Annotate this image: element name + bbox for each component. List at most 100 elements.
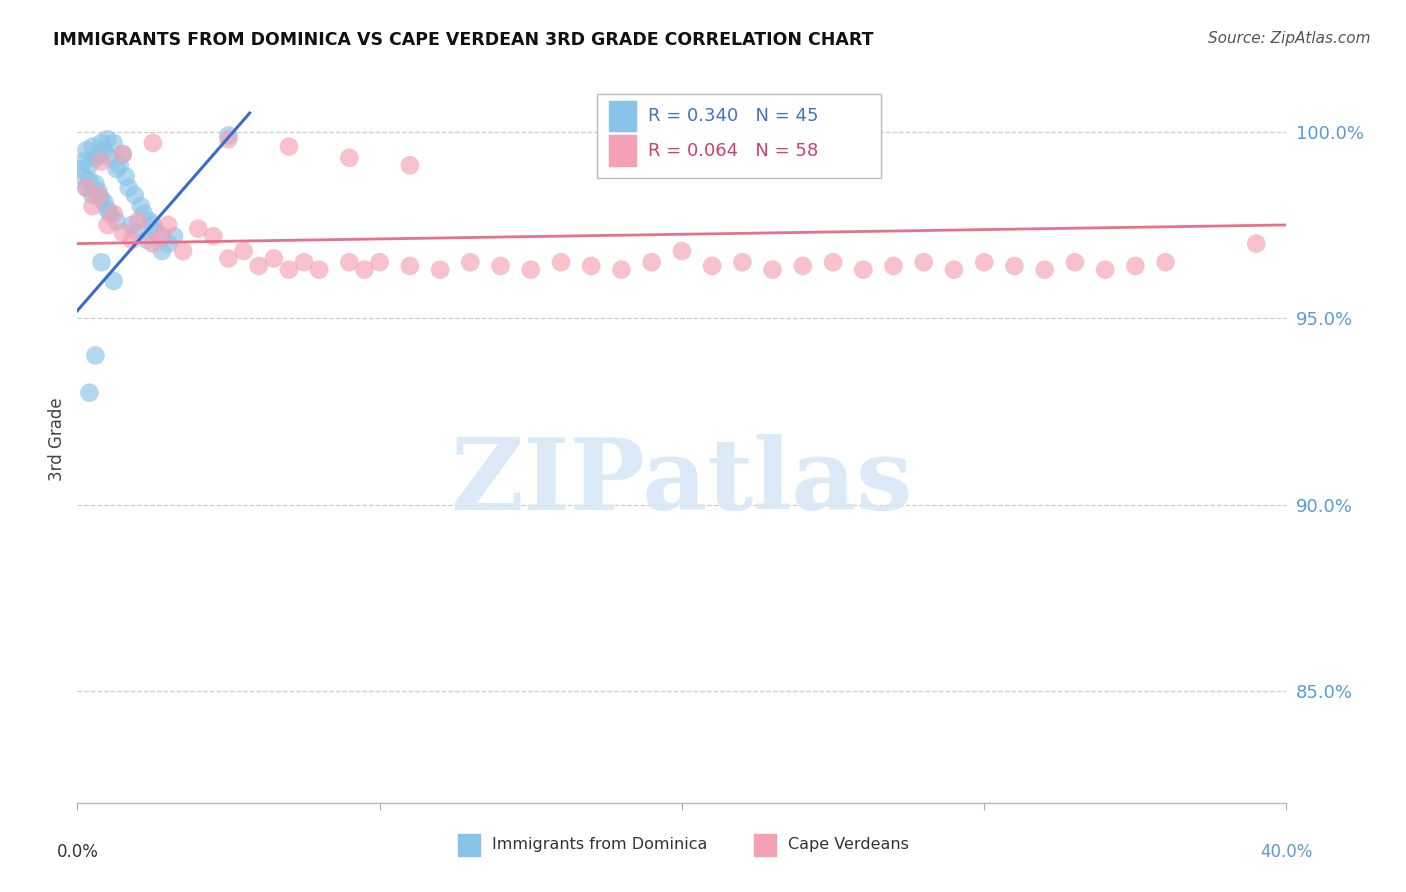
Point — [172, 244, 194, 258]
Point — [69, 161, 91, 176]
Point — [96, 202, 118, 217]
Point — [135, 233, 157, 247]
Point — [641, 255, 664, 269]
Point — [821, 255, 844, 269]
Point — [610, 262, 633, 277]
Point — [82, 139, 104, 153]
Text: 40.0%: 40.0% — [1260, 843, 1313, 861]
Bar — [458, 834, 479, 855]
Point — [127, 226, 149, 240]
Text: ZIPatlas: ZIPatlas — [451, 434, 912, 532]
Point — [1094, 262, 1116, 277]
Point — [108, 158, 131, 172]
Point — [368, 255, 391, 269]
Point — [1033, 262, 1056, 277]
Point — [218, 128, 240, 143]
Point — [82, 199, 104, 213]
Point — [218, 252, 240, 266]
Point — [581, 259, 603, 273]
Point — [247, 259, 270, 273]
Point — [139, 214, 162, 228]
Point — [75, 144, 97, 158]
Bar — [609, 136, 636, 166]
Point — [150, 244, 173, 258]
Point — [973, 255, 995, 269]
FancyBboxPatch shape — [598, 94, 882, 178]
Point — [187, 221, 209, 235]
Point — [232, 244, 254, 258]
Point — [100, 151, 122, 165]
Text: Cape Verdeans: Cape Verdeans — [789, 838, 910, 853]
Point — [702, 259, 724, 273]
Point — [79, 158, 101, 172]
Bar — [609, 101, 636, 131]
Point — [90, 154, 112, 169]
Point — [75, 180, 97, 194]
Point — [353, 262, 375, 277]
Point — [852, 262, 875, 277]
Point — [93, 195, 115, 210]
Point — [1246, 236, 1268, 251]
Point — [1154, 255, 1177, 269]
Point — [163, 229, 186, 244]
Point — [731, 255, 754, 269]
Point — [792, 259, 814, 273]
Point — [72, 169, 94, 184]
Point — [118, 180, 141, 194]
Point — [142, 136, 165, 150]
Point — [912, 255, 935, 269]
Point — [90, 192, 112, 206]
Point — [489, 259, 512, 273]
Point — [111, 226, 134, 240]
Point — [121, 233, 143, 247]
Point — [157, 218, 180, 232]
Point — [520, 262, 543, 277]
Text: R = 0.340   N = 45: R = 0.340 N = 45 — [648, 107, 818, 125]
Point — [105, 214, 128, 228]
Point — [202, 229, 225, 244]
Point — [124, 188, 146, 202]
Point — [93, 144, 115, 158]
Point — [145, 226, 167, 240]
Point — [762, 262, 785, 277]
Point — [87, 188, 110, 202]
Point — [157, 236, 180, 251]
Point — [103, 207, 125, 221]
Point — [292, 255, 315, 269]
Point — [111, 147, 134, 161]
Text: Immigrants from Dominica: Immigrants from Dominica — [492, 838, 707, 853]
Point — [87, 185, 110, 199]
Point — [84, 177, 107, 191]
Point — [84, 151, 107, 165]
Point — [1004, 259, 1026, 273]
Point — [671, 244, 693, 258]
Point — [337, 255, 360, 269]
Point — [96, 132, 118, 146]
Point — [399, 259, 422, 273]
Point — [105, 161, 128, 176]
Text: IMMIGRANTS FROM DOMINICA VS CAPE VERDEAN 3RD GRADE CORRELATION CHART: IMMIGRANTS FROM DOMINICA VS CAPE VERDEAN… — [53, 31, 875, 49]
Text: R = 0.064   N = 58: R = 0.064 N = 58 — [648, 142, 818, 160]
Point — [79, 173, 101, 187]
Point — [142, 236, 165, 251]
Y-axis label: 3rd Grade: 3rd Grade — [48, 398, 66, 481]
Point — [114, 169, 136, 184]
Point — [87, 147, 110, 161]
Point — [121, 218, 143, 232]
Point — [127, 214, 149, 228]
Point — [79, 385, 101, 400]
Point — [129, 199, 152, 213]
Point — [111, 147, 134, 161]
Point — [100, 207, 122, 221]
Point — [308, 262, 330, 277]
Point — [96, 218, 118, 232]
Point — [429, 262, 451, 277]
Point — [458, 255, 481, 269]
Point — [84, 348, 107, 362]
Point — [399, 158, 422, 172]
Point — [1123, 259, 1146, 273]
Point — [278, 139, 301, 153]
Point — [883, 259, 905, 273]
Point — [72, 154, 94, 169]
Point — [82, 188, 104, 202]
